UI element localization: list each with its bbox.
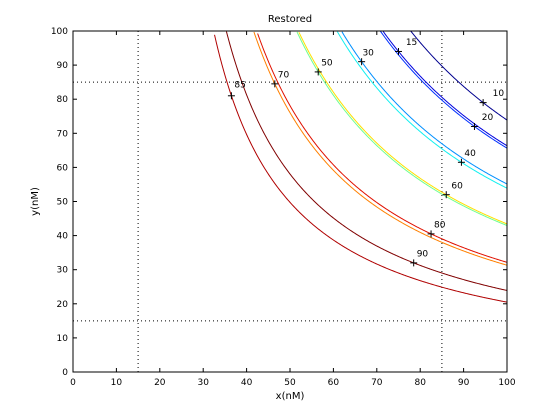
contour-label-80: 80 <box>434 220 446 230</box>
y-tick-label: 100 <box>51 27 68 37</box>
x-tick-label: 0 <box>70 378 76 388</box>
x-axis: 0 10 20 30 40 50 60 70 80 90 100 <box>70 31 516 388</box>
x-tick-label: 100 <box>498 378 515 388</box>
y-tick-label: 20 <box>57 300 69 310</box>
contour-marker-30 <box>358 58 366 66</box>
chart-title: Restored <box>268 14 312 25</box>
contour-line-80 <box>257 33 508 263</box>
contour-marker-60 <box>442 191 450 199</box>
x-tick-label: 70 <box>371 378 383 388</box>
contour-label-15: 15 <box>406 38 417 48</box>
y-tick-label: 30 <box>57 266 69 276</box>
y-tick-label: 70 <box>57 129 69 139</box>
contour-line-85 <box>214 34 508 303</box>
y-axis: 0 10 20 30 40 50 60 70 80 90 100 <box>51 27 507 378</box>
contour-line-50 <box>296 31 508 226</box>
contour-line-10 <box>410 30 508 121</box>
y-tick-label: 60 <box>57 163 69 173</box>
contour-labels: 10 15 20 30 40 50 60 70 80 85 90 <box>227 38 505 267</box>
y-tick-label: 0 <box>62 368 68 378</box>
contour-label-20: 20 <box>482 113 494 123</box>
contour-label-85: 85 <box>234 81 245 91</box>
contour-marker-85 <box>227 92 235 100</box>
contour-marker-20 <box>470 122 478 130</box>
contour-marker-90 <box>410 259 418 267</box>
x-tick-label: 40 <box>241 378 253 388</box>
contour-label-10: 10 <box>493 89 505 99</box>
contour-label-60: 60 <box>451 181 463 191</box>
contour-label-40: 40 <box>464 149 476 159</box>
contour-marker-15 <box>395 47 402 55</box>
x-tick-label: 80 <box>414 378 426 388</box>
contour-line-60 <box>298 31 508 225</box>
contour-label-30: 30 <box>362 48 374 58</box>
contour-label-70: 70 <box>278 70 290 80</box>
x-tick-label: 90 <box>458 378 470 388</box>
contour-label-50: 50 <box>321 59 333 69</box>
x-tick-label: 50 <box>284 378 296 388</box>
x-tick-label: 30 <box>197 378 209 388</box>
contour-marker-80 <box>427 230 435 238</box>
y-tick-label: 80 <box>57 95 69 105</box>
contour-marker-50 <box>314 68 322 76</box>
x-tick-label: 20 <box>154 378 166 388</box>
y-tick-label: 90 <box>57 61 69 71</box>
x-tick-label: 60 <box>328 378 340 388</box>
contour-label-90: 90 <box>417 249 429 259</box>
y-axis-label: y(nM) <box>30 187 41 216</box>
contour-line-70 <box>253 31 508 266</box>
y-tick-label: 40 <box>57 232 69 242</box>
reference-lines <box>73 31 507 372</box>
y-tick-label: 10 <box>57 334 69 344</box>
y-tick-label: 50 <box>57 198 69 208</box>
contour-line-90 <box>225 31 508 291</box>
contour-line-20 <box>380 31 508 149</box>
x-tick-label: 10 <box>111 378 123 388</box>
contour-marker-70 <box>271 80 279 88</box>
contour-lines <box>214 30 508 303</box>
x-axis-label: x(nM) <box>276 391 305 402</box>
contour-line-15 <box>382 31 508 147</box>
contour-marker-40 <box>457 158 465 166</box>
contour-line-40 <box>336 31 508 189</box>
contour-marker-10 <box>479 99 487 107</box>
contour-line-30 <box>341 31 508 185</box>
